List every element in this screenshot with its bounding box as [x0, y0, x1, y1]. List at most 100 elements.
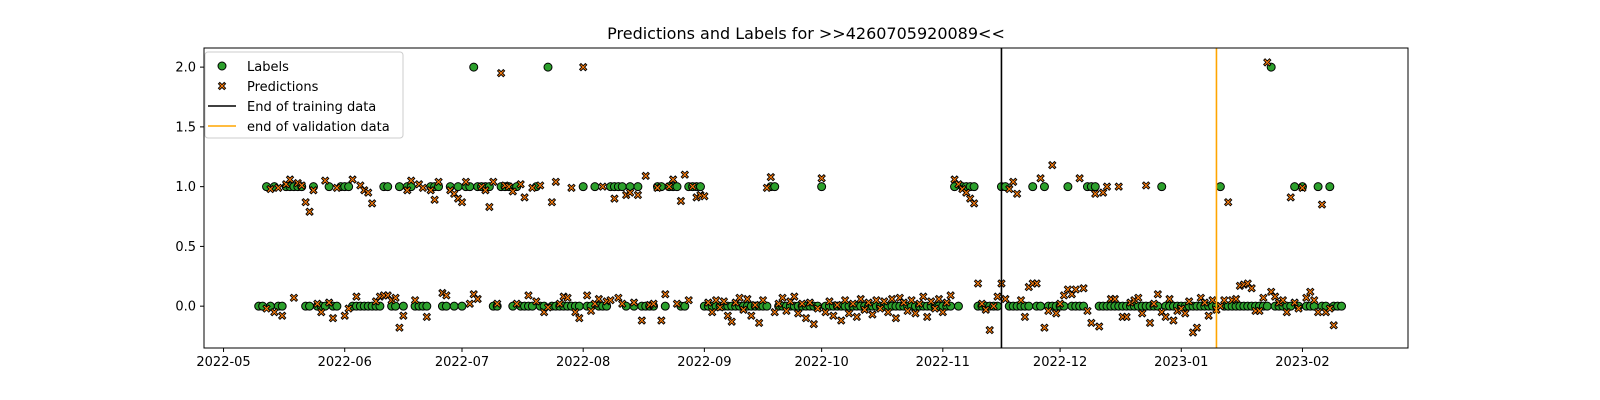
- prediction-point: [926, 297, 936, 306]
- prediction-point: [629, 298, 639, 307]
- label-point: [324, 182, 334, 192]
- prediction-point: [543, 303, 553, 312]
- prediction-point: [1087, 318, 1096, 328]
- prediction-point: [770, 307, 779, 317]
- prediction-point: [922, 312, 932, 322]
- prediction-point: [274, 183, 283, 193]
- prediction-point: [852, 312, 862, 322]
- label-point: [762, 301, 772, 311]
- prediction-point: [1012, 189, 1022, 199]
- prediction-point: [809, 319, 819, 329]
- prediction-point: [657, 316, 666, 325]
- reference-lines: [1000, 48, 1218, 348]
- prediction-point: [1044, 306, 1053, 316]
- label-point: [1215, 182, 1225, 192]
- prediction-point: [707, 307, 717, 317]
- legend-labels-text: Labels: [247, 60, 289, 75]
- label-point: [543, 62, 553, 72]
- prediction-point: [1137, 309, 1147, 318]
- prediction-point: [758, 295, 768, 305]
- prediction-point: [422, 312, 432, 322]
- prediction-point: [684, 295, 693, 305]
- x-axis: 2022-05 2022-06 2022-07 2022-08 2022-09 2022-…: [196, 348, 1330, 370]
- prediction-point: [1294, 304, 1303, 313]
- prediction-point: [750, 300, 760, 310]
- prediction-point: [395, 323, 404, 332]
- label-point: [398, 301, 408, 311]
- prediction-point: [637, 316, 647, 325]
- label-point: [457, 301, 467, 311]
- x-tick-label: 2022-07: [435, 355, 489, 370]
- prediction-point: [1325, 304, 1335, 313]
- prediction-point: [821, 307, 830, 317]
- prediction-point: [864, 298, 873, 307]
- prediction-point: [985, 325, 994, 335]
- prediction-point: [1329, 321, 1338, 330]
- prediction-point: [489, 177, 498, 187]
- prediction-point: [1020, 312, 1030, 322]
- label-point: [469, 62, 479, 72]
- prediction-point: [430, 195, 439, 205]
- prediction-point: [887, 294, 897, 304]
- label-point: [1063, 182, 1073, 192]
- prediction-point: [1302, 293, 1311, 303]
- label-point: [394, 182, 404, 192]
- prediction-point: [1059, 291, 1069, 300]
- prediction-point: [817, 174, 826, 183]
- prediction-point: [844, 309, 854, 318]
- label-point: [695, 182, 705, 192]
- prediction-point: [528, 183, 537, 193]
- prediction-point: [1270, 292, 1280, 301]
- legend-labels-marker: [217, 61, 227, 71]
- label-point: [1313, 182, 1323, 192]
- y-tick-label: 0.0: [175, 300, 196, 315]
- label-point: [1028, 182, 1038, 192]
- prediction-point: [1036, 174, 1045, 183]
- prediction-point: [1286, 193, 1295, 202]
- label-point: [590, 182, 600, 192]
- prediction-point: [934, 294, 944, 304]
- prediction-point: [496, 68, 506, 78]
- prediction-point: [633, 190, 643, 200]
- prediction-point: [305, 207, 314, 216]
- prediction-point: [1306, 287, 1315, 297]
- prediction-point: [762, 183, 772, 193]
- prediction-point: [879, 297, 889, 306]
- prediction-point: [277, 311, 287, 320]
- prediction-point: [571, 307, 580, 317]
- prediction-point: [547, 197, 557, 207]
- label-point: [680, 301, 690, 311]
- prediction-point: [266, 184, 275, 194]
- label-point: [422, 301, 432, 311]
- prediction-point: [743, 294, 752, 304]
- prediction-point: [653, 183, 662, 193]
- prediction-point: [719, 297, 729, 306]
- prediction-point: [1259, 293, 1268, 303]
- prediction-point: [946, 291, 955, 300]
- prediction-point: [1102, 182, 1112, 191]
- prediction-point: [313, 299, 322, 309]
- prediction-point: [735, 293, 744, 303]
- prediction-point: [582, 291, 592, 300]
- label-point: [578, 182, 588, 192]
- prediction-point: [1141, 181, 1151, 190]
- prediction-point: [774, 299, 783, 309]
- prediction-point: [598, 182, 607, 191]
- prediction-point: [782, 306, 791, 316]
- prediction-point: [410, 295, 420, 305]
- x-tick-label: 2022-06: [318, 355, 372, 370]
- prediction-point: [723, 311, 733, 320]
- prediction-point: [606, 295, 615, 305]
- prediction-point: [836, 316, 846, 325]
- plot-area-frame: [203, 47, 1409, 349]
- label-point: [305, 301, 315, 311]
- prediction-point: [1032, 279, 1041, 288]
- prediction-point: [973, 279, 983, 288]
- prediction-point: [664, 182, 674, 191]
- prediction-point: [1091, 189, 1100, 199]
- prediction-point: [399, 311, 408, 320]
- prediction-point: [301, 197, 310, 207]
- prediction-point: [700, 191, 709, 201]
- label-point: [574, 301, 584, 311]
- prediction-point: [688, 182, 697, 191]
